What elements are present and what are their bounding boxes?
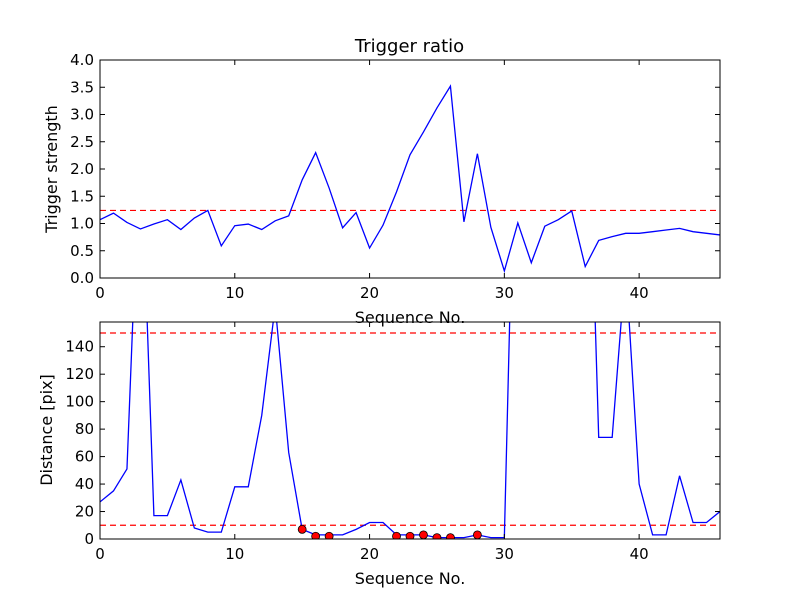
top-y-tick-label: 0.5 <box>70 242 94 260</box>
bottom-y-axis-label: Distance [pix] <box>37 374 56 486</box>
bottom-highlight-point <box>432 533 442 539</box>
top-x-tick-label: 10 <box>225 284 244 302</box>
top-y-tick-label: 3.0 <box>70 106 94 124</box>
top-y-tick-label: 4.0 <box>70 51 94 69</box>
bottom-highlight-point <box>297 524 307 534</box>
top-ticks: 0 10 20 30 40 0.0 0.5 1.0 1.5 2.0 2.5 3.0 3.5 4.0 <box>70 51 720 302</box>
bottom-x-axis-label: Sequence No. <box>355 569 466 588</box>
top-y-tick-label: 1.0 <box>70 215 94 233</box>
bottom-x-tick-label: 40 <box>630 545 649 563</box>
bottom-x-tick-label: 10 <box>225 545 244 563</box>
top-x-tick-label: 20 <box>360 284 379 302</box>
bottom-highlight-point <box>405 531 415 539</box>
bottom-highlight-point <box>419 530 428 539</box>
bottom-highlight-point <box>311 531 321 539</box>
top-x-axis-label: Sequence No. <box>355 308 466 327</box>
bottom-plot-area <box>100 322 720 539</box>
bottom-y-tick-label: 60 <box>75 448 94 466</box>
bottom-axes-frame <box>99 321 721 540</box>
bottom-y-tick-label: 140 <box>65 338 94 356</box>
top-y-tick-label: 2.0 <box>70 160 94 178</box>
bottom-highlight-point <box>392 531 401 539</box>
bottom-y-tick-label: 100 <box>65 393 94 411</box>
bottom-highlight-point <box>472 530 482 539</box>
top-x-tick-label: 30 <box>495 284 514 302</box>
bottom-y-tick-label: 120 <box>65 365 94 383</box>
bottom-x-tick-label: 30 <box>495 545 514 563</box>
bottom-panel: 0 10 20 30 40 0 20 40 60 80 100 120 140 Sequence No.… <box>37 321 721 588</box>
top-x-tick-label: 0 <box>95 284 105 302</box>
bottom-highlight-point <box>446 533 455 539</box>
bottom-highlight-point <box>324 531 334 539</box>
top-chart-title: Trigger ratio <box>354 36 464 57</box>
bottom-y-tick-label: 80 <box>75 420 94 438</box>
top-series-line <box>100 84 720 274</box>
bottom-y-tick-label: 0 <box>84 530 94 548</box>
bottom-ticks: 0 10 20 30 40 0 20 40 60 80 100 120 140 <box>65 322 720 563</box>
top-y-tick-label: 3.5 <box>70 78 94 96</box>
bottom-y-tick-label: 40 <box>75 475 94 493</box>
top-y-tick-label: 2.5 <box>70 133 94 151</box>
top-plot-area <box>100 84 720 274</box>
bottom-x-tick-label: 20 <box>360 545 379 563</box>
top-y-tick-label: 1.5 <box>70 187 94 205</box>
bottom-y-tick-label: 20 <box>75 503 94 521</box>
bottom-x-tick-label: 0 <box>95 545 105 563</box>
top-y-axis-label: Trigger strength <box>42 105 61 234</box>
top-y-tick-label: 0.0 <box>70 269 94 287</box>
top-x-tick-label: 40 <box>630 284 649 302</box>
